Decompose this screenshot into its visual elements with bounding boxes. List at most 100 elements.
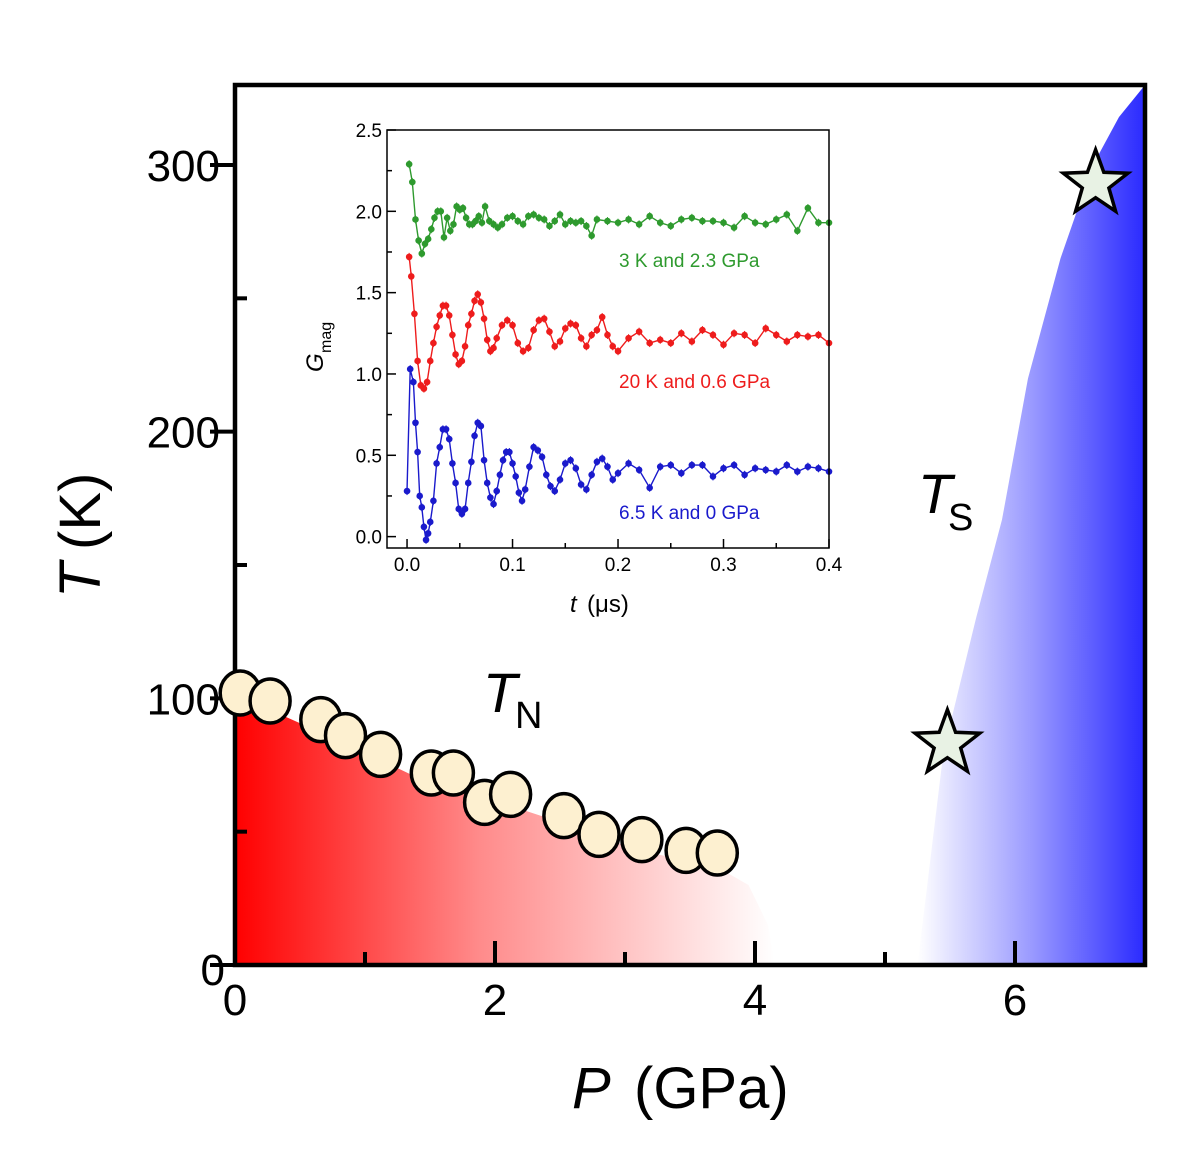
inset-data-point [530, 326, 537, 334]
inset-data-point [709, 331, 717, 339]
inset-x-unit: (μs) [587, 591, 629, 618]
inset-data-point [406, 365, 414, 373]
inset-data-point [583, 486, 590, 493]
inset-data-point [518, 497, 526, 505]
x-tick-label: 6 [1003, 976, 1027, 1025]
tn-data-point [358, 730, 403, 779]
inset-data-point [720, 341, 727, 348]
inset-data-point [509, 212, 516, 220]
inset-data-point [420, 385, 428, 392]
inset-data-point [762, 221, 770, 228]
inset-y-tick-label: 0.0 [356, 528, 382, 549]
inset-data-point [556, 476, 564, 483]
x-axis-var: P [572, 1056, 611, 1121]
inset-data-point [646, 339, 653, 347]
inset-data-point [815, 465, 822, 472]
y-tick-label: 100 [147, 675, 220, 724]
inset-data-point [604, 463, 611, 470]
inset-data-point [426, 357, 434, 365]
inset-data-point [561, 325, 569, 332]
inset-data-point [598, 455, 606, 462]
inset-data-point [815, 331, 822, 339]
inset-data-point [730, 461, 738, 469]
inset-data-point [525, 344, 532, 352]
inset-data-point [416, 492, 424, 500]
y-tick-label: 300 [147, 142, 220, 191]
inset-data-point [421, 240, 429, 248]
inset-data-point [534, 447, 542, 454]
tn-label-subscript: N [515, 695, 542, 737]
inset-data-point [614, 469, 622, 477]
inset-data-point [478, 219, 486, 227]
inset-data-point [794, 468, 801, 475]
inset-data-point [583, 222, 590, 230]
inset-data-point [646, 212, 653, 220]
inset-data-point [547, 482, 554, 490]
ts-label: T [918, 462, 956, 525]
inset-data-point [614, 219, 622, 227]
inset-data-point [477, 299, 485, 306]
inset-data-point [430, 339, 437, 347]
inset-data-point [794, 227, 801, 235]
inset-data-point [783, 211, 791, 218]
inset-data-point [588, 232, 595, 240]
tn-data-point [695, 829, 740, 877]
inset-data-point [751, 339, 759, 347]
inset-data-point [515, 489, 523, 497]
inset-data-point [656, 219, 664, 227]
inset-data-point [499, 456, 507, 464]
inset-data-point [567, 217, 574, 225]
inset-data-point [431, 214, 438, 222]
inset-data-point [688, 214, 696, 222]
inset-data-point [483, 336, 491, 344]
inset-data-point [414, 448, 421, 456]
inset-data-point [503, 214, 511, 222]
tn-label: T [483, 661, 521, 724]
inset-data-point [751, 219, 759, 227]
inset-data-point [709, 473, 717, 480]
inset-data-point [477, 422, 485, 430]
inset-data-point [540, 315, 548, 322]
tn-data-point [577, 810, 621, 859]
inset-frame [386, 129, 830, 549]
inset-axes: 0.0 0.1 0.2 0.3 0.4 0.0 0.5 1.0 1.5 2.0 2.5 [356, 121, 843, 576]
inset-data-point [433, 460, 440, 467]
inset-data-point [741, 471, 748, 479]
inset-y-var: G [302, 353, 329, 372]
inset-data-point [741, 212, 748, 220]
inset-data-point [437, 208, 445, 215]
inset-data-point [609, 476, 617, 483]
inset-data-point [546, 222, 553, 230]
ts-label-subscript: S [948, 497, 973, 539]
inset-data-point [772, 331, 780, 339]
inset-data-point [635, 221, 643, 228]
inset-data-point [678, 216, 685, 223]
inset-data-point [449, 331, 456, 339]
inset-data-point [424, 530, 432, 537]
inset-data-point [418, 504, 426, 511]
inset-data-point [556, 338, 564, 345]
inset-data-point [472, 217, 479, 225]
inset-data-point [772, 468, 780, 475]
inset-data-point [446, 227, 454, 235]
inset-y-tick-label: 0.5 [356, 446, 382, 467]
inset-y-tick-label: 1.5 [356, 284, 382, 305]
legend-blue: 6.5 K and 0 GPa [619, 503, 760, 524]
inset-data-point [461, 343, 469, 350]
inset-data-point [519, 347, 527, 355]
inset-data-point [418, 250, 426, 257]
inset-data-point [481, 203, 489, 210]
inset-data-point [583, 343, 590, 350]
inset-data-point [625, 334, 632, 342]
inset-data-point [804, 333, 812, 340]
inset-data-point [498, 321, 506, 329]
y-axis-label: T (K) [48, 473, 113, 598]
y-axis-unit: (K) [48, 473, 113, 550]
x-axis-unit: (GPa) [634, 1056, 789, 1121]
tn-data-point [323, 711, 368, 760]
plot-frame [232, 82, 1148, 968]
structural-transition-region [917, 85, 1145, 965]
inset-data-point [751, 465, 759, 472]
inset-data-point [519, 221, 527, 228]
